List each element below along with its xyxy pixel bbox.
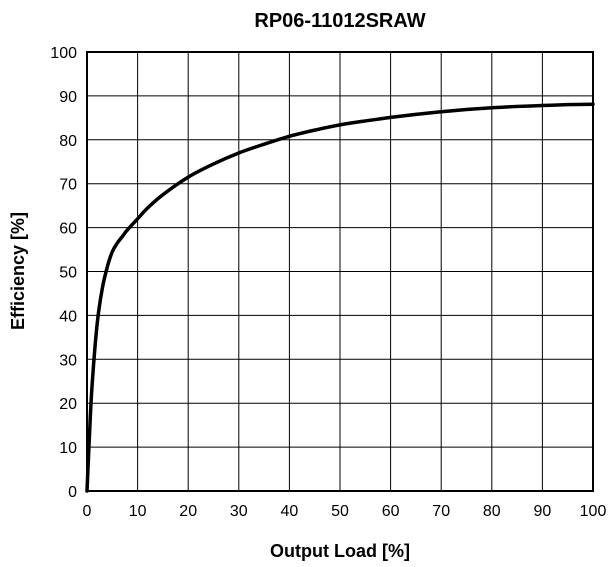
x-axis-label: Output Load [%] (270, 541, 410, 561)
plot-frame (86, 51, 594, 492)
y-tick-label: 30 (59, 352, 77, 369)
y-tick-label: 60 (59, 221, 77, 238)
x-tick-label: 90 (534, 503, 552, 520)
x-tick-label: 10 (129, 503, 147, 520)
x-tick-label: 0 (83, 503, 92, 520)
x-tick-label: 30 (230, 503, 248, 520)
y-axis-label: Efficiency [%] (8, 212, 28, 330)
x-tick-label: 100 (580, 503, 607, 520)
plot-area (85, 102, 595, 493)
x-tick-label: 50 (331, 503, 349, 520)
x-tick-label: 40 (281, 503, 299, 520)
y-tick-label: 40 (59, 308, 77, 325)
y-tick-label: 20 (59, 396, 77, 413)
grid (87, 52, 593, 491)
efficiency-curve (85, 102, 595, 493)
x-tick-label: 80 (483, 503, 501, 520)
x-tick-label: 20 (179, 503, 197, 520)
y-tick-label: 100 (50, 45, 77, 62)
y-tick-label: 70 (59, 177, 77, 194)
y-tick-label: 0 (68, 484, 77, 501)
x-tick-label: 60 (382, 503, 400, 520)
y-tick-label: 50 (59, 265, 77, 282)
y-tick-label: 10 (59, 440, 77, 457)
y-tick-label: 90 (59, 89, 77, 106)
x-tick-label: 70 (432, 503, 450, 520)
y-tick-labels: 0 10 20 30 40 50 60 70 80 90 100 (50, 45, 77, 501)
y-tick-label: 80 (59, 133, 77, 150)
x-tick-labels: 0 10 20 30 40 50 60 70 80 90 100 (83, 503, 607, 520)
chart-title: RP06-11012SRAW (254, 10, 425, 32)
